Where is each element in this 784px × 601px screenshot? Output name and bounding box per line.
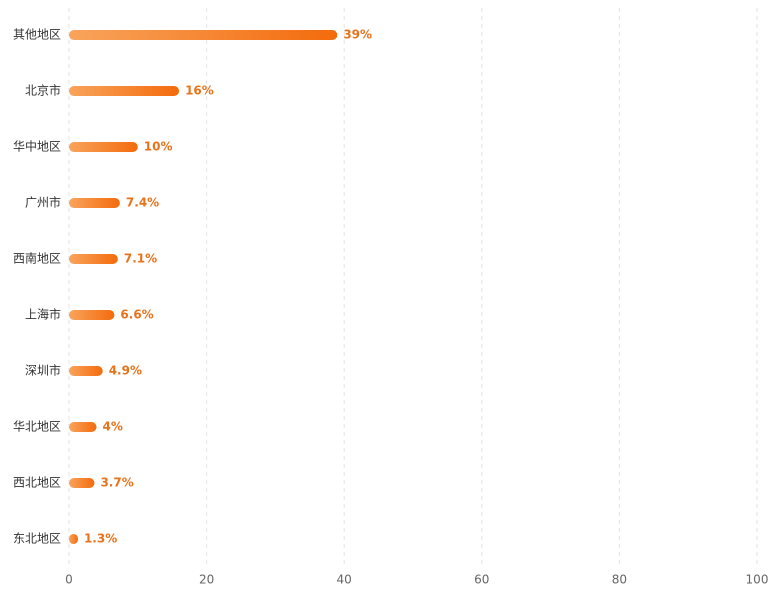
category-label: 西南地区 (13, 251, 61, 266)
category-label: 华北地区 (13, 420, 61, 434)
bar (69, 30, 338, 40)
bar (69, 422, 97, 432)
bar (69, 310, 115, 320)
value-label: 4.9% (109, 364, 142, 378)
x-tick-label: 0 (65, 573, 73, 587)
value-label: 39% (343, 28, 372, 42)
bar (69, 366, 103, 376)
bar (69, 198, 120, 208)
category-label: 北京市 (25, 83, 61, 98)
bar (69, 86, 180, 96)
value-label: 10% (144, 140, 173, 154)
bar (69, 478, 95, 488)
category-label: 东北地区 (13, 532, 61, 546)
value-label: 6.6% (120, 308, 153, 322)
value-label: 7.1% (124, 252, 157, 266)
x-tick-label: 60 (474, 573, 489, 587)
category-label: 其他地区 (13, 28, 61, 42)
value-label: 1.3% (84, 532, 117, 546)
bar (69, 534, 78, 544)
value-label: 3.7% (100, 476, 133, 490)
bar (69, 254, 118, 264)
x-tick-label: 80 (612, 573, 627, 587)
category-label: 华中地区 (13, 139, 61, 154)
value-label: 4% (103, 420, 123, 434)
value-label: 16% (185, 84, 214, 98)
bar (69, 142, 138, 152)
category-label: 广州市 (25, 195, 61, 210)
category-label: 深圳市 (25, 363, 61, 378)
value-label: 7.4% (126, 196, 159, 210)
x-tick-label: 20 (199, 573, 214, 587)
x-tick-label: 100 (746, 573, 769, 587)
category-label: 上海市 (25, 307, 61, 322)
x-tick-label: 40 (337, 573, 352, 587)
category-label: 西北地区 (13, 476, 61, 490)
